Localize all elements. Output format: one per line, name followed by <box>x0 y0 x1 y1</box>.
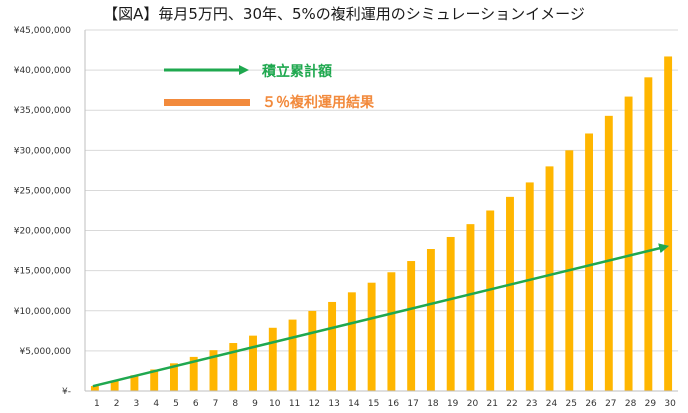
bar <box>585 133 594 391</box>
y-tick-label: ¥20,000,000 <box>14 227 72 237</box>
bar <box>604 115 613 392</box>
y-axis: ¥- ¥5,000,000 ¥10,000,000 ¥15,000,000 ¥20,00… <box>14 26 86 397</box>
bar <box>664 56 673 392</box>
bar <box>249 335 257 391</box>
y-tick-label: ¥15,000,000 <box>14 267 72 277</box>
y-tick-label: ¥25,000,000 <box>14 186 72 196</box>
bar <box>525 182 534 391</box>
x-tick-label: 12 <box>309 399 320 409</box>
x-tick-label: 22 <box>506 399 517 409</box>
x-tick-label: 3 <box>134 399 140 409</box>
legend-label: ５％複利運用結果 <box>262 94 375 111</box>
bar-series <box>90 56 673 392</box>
x-tick-label: 13 <box>328 399 339 409</box>
x-tick-label: 23 <box>526 399 537 409</box>
bar <box>545 166 554 391</box>
series-line <box>92 243 670 388</box>
line-series <box>92 243 670 388</box>
chart-title: 【図A】毎月5万円、30年、5%の複利運用のシミュレーションイメージ <box>103 5 585 23</box>
legend-label: 積立累計額 <box>261 63 332 80</box>
x-axis: 1 2 3 4 5 6 7 8 9 10 11 12 13 14 15 16 17 18 19 20 21 22 23 24 2… <box>85 390 678 409</box>
bar <box>367 282 376 391</box>
y-tick-label: ¥5,000,000 <box>19 347 71 357</box>
bar <box>506 196 514 391</box>
bar <box>288 319 297 391</box>
bar <box>189 356 198 391</box>
bar <box>426 249 435 391</box>
bar <box>486 210 495 391</box>
x-tick-label: 6 <box>193 399 199 409</box>
y-tick-label: ¥- <box>62 387 71 397</box>
y-tick-label: ¥35,000,000 <box>14 106 72 116</box>
x-tick-label: 19 <box>447 399 459 409</box>
x-tick-label: 24 <box>546 399 558 409</box>
legend-marker-bar <box>164 99 250 106</box>
x-tick-label: 18 <box>427 399 439 409</box>
x-tick-label: 7 <box>213 399 219 409</box>
bar <box>308 310 317 391</box>
x-tick-label: 20 <box>467 399 479 409</box>
y-tick-label: ¥45,000,000 <box>14 26 72 36</box>
bar <box>328 301 337 391</box>
x-tick-label: 1 <box>94 399 100 409</box>
x-tick-label: 8 <box>232 399 238 409</box>
x-tick-label: 16 <box>388 399 400 409</box>
bar <box>229 343 238 391</box>
bar <box>466 224 475 391</box>
bar <box>150 369 159 391</box>
bar <box>169 363 178 391</box>
x-tick-label: 5 <box>173 399 179 409</box>
x-tick-label: 28 <box>625 399 637 409</box>
x-tick-label: 26 <box>585 399 597 409</box>
x-tick-label: 14 <box>348 399 360 409</box>
x-tick-label: 27 <box>605 399 616 409</box>
x-tick-label: 25 <box>566 399 577 409</box>
y-tick-label: ¥40,000,000 <box>14 66 72 76</box>
bar <box>644 77 653 391</box>
y-tick-label: ¥10,000,000 <box>14 307 72 317</box>
bar <box>110 380 119 391</box>
x-tick-label: 30 <box>664 399 676 409</box>
bar <box>624 96 633 391</box>
bar <box>90 386 99 391</box>
x-tick-label: 15 <box>368 399 379 409</box>
x-tick-label: 17 <box>407 399 418 409</box>
bar <box>446 236 455 391</box>
x-tick-label: 21 <box>486 399 497 409</box>
y-tick-label: ¥30,000,000 <box>14 146 72 156</box>
bar <box>387 272 396 391</box>
x-tick-label: 29 <box>645 399 657 409</box>
bar <box>209 350 218 391</box>
x-tick-label: 11 <box>289 399 300 409</box>
bar <box>347 292 356 391</box>
bar <box>268 327 277 391</box>
legend: 積立累計額 ５％複利運用結果 <box>164 63 375 111</box>
x-tick-label: 4 <box>153 399 159 409</box>
x-tick-label: 2 <box>114 399 120 409</box>
x-tick-label: 10 <box>269 399 281 409</box>
x-tick-label: 9 <box>252 399 258 409</box>
bar <box>407 261 416 391</box>
bar <box>130 375 139 391</box>
